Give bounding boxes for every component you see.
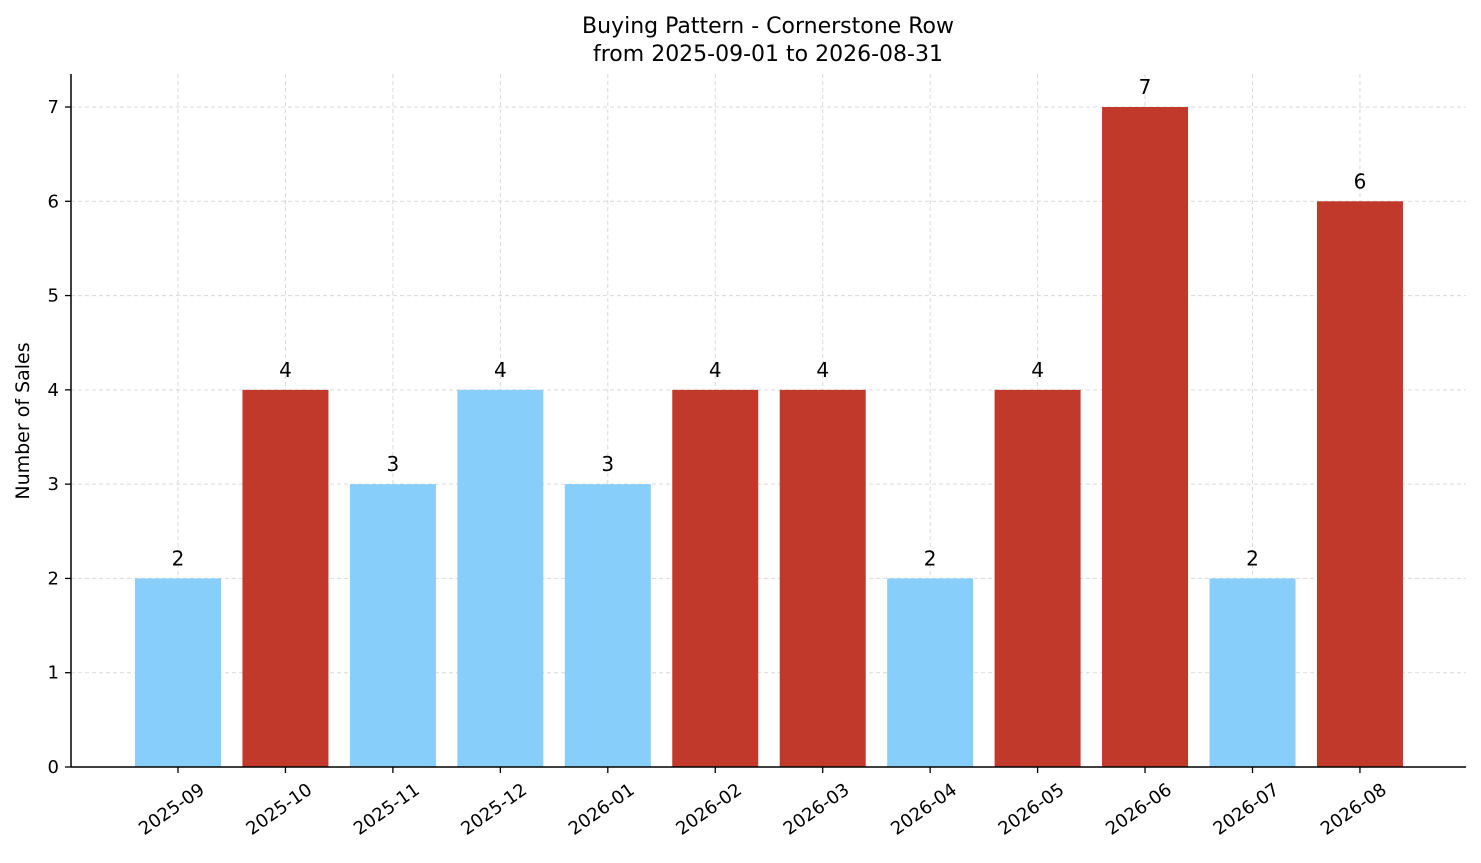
bar-2026-08 (1316, 201, 1403, 768)
y-tick-label-4: 4 (48, 380, 59, 401)
y-tick-label-0: 0 (48, 757, 59, 778)
bar-2025-12 (457, 389, 544, 767)
bar-2026-01 (564, 484, 651, 767)
y-tick-label-2: 2 (48, 568, 59, 589)
value-label-2026-03: 4 (816, 358, 829, 382)
x-tick-label-2025-09: 2025-09 (135, 779, 209, 839)
bar-2025-11 (349, 484, 436, 767)
y-tick-label-7: 7 (48, 97, 59, 118)
x-tick-label-2025-12: 2025-12 (457, 779, 531, 839)
value-label-2026-06: 7 (1139, 75, 1152, 99)
x-tick-label-2026-05: 2026-05 (995, 779, 1069, 839)
value-label-2026-04: 2 (924, 546, 937, 570)
value-label-2025-09: 2 (172, 546, 185, 570)
x-tick-label-2025-11: 2025-11 (350, 779, 424, 839)
value-label-2026-05: 4 (1031, 358, 1044, 382)
bars-layer (135, 107, 1403, 768)
chart-subtitle: from 2025-09-01 to 2026-08-31 (593, 42, 943, 67)
y-tick-label-1: 1 (48, 663, 59, 684)
bar-2026-03 (779, 389, 866, 767)
axes-layer (65, 74, 1466, 773)
y-tick-label-5: 5 (48, 286, 59, 307)
x-tick-label-2026-04: 2026-04 (887, 779, 961, 839)
value-label-2025-10: 4 (279, 358, 292, 382)
bar-2026-04 (887, 578, 974, 767)
y-tick-label-6: 6 (48, 191, 59, 212)
bar-2025-09 (135, 578, 221, 767)
bar-2025-10 (242, 389, 329, 767)
bar-2026-05 (994, 389, 1081, 767)
value-label-2026-07: 2 (1246, 546, 1259, 570)
bar-2026-07 (1209, 578, 1296, 767)
x-tick-label-2026-03: 2026-03 (780, 779, 854, 839)
x-tick-label-2026-02: 2026-02 (672, 779, 746, 839)
value-label-2026-02: 4 (709, 358, 722, 382)
y-tick-label-3: 3 (48, 474, 59, 495)
x-tick-label-2026-08: 2026-08 (1317, 779, 1391, 839)
x-tick-label-2025-10: 2025-10 (242, 779, 316, 839)
y-axis-label: Number of Sales (12, 342, 34, 499)
x-tick-label-2026-01: 2026-01 (565, 779, 639, 839)
bar-2026-02 (672, 389, 759, 767)
value-label-2026-08: 6 (1354, 169, 1367, 193)
x-tick-label-2026-07: 2026-07 (1210, 779, 1284, 839)
value-label-2025-11: 3 (387, 452, 400, 476)
bar-2026-06 (1102, 107, 1189, 767)
chart-title: Buying Pattern - Cornerstone Row (582, 14, 954, 39)
x-tick-label-2026-06: 2026-06 (1102, 779, 1176, 839)
value-label-2026-01: 3 (601, 452, 614, 476)
value-label-2025-12: 4 (494, 358, 507, 382)
